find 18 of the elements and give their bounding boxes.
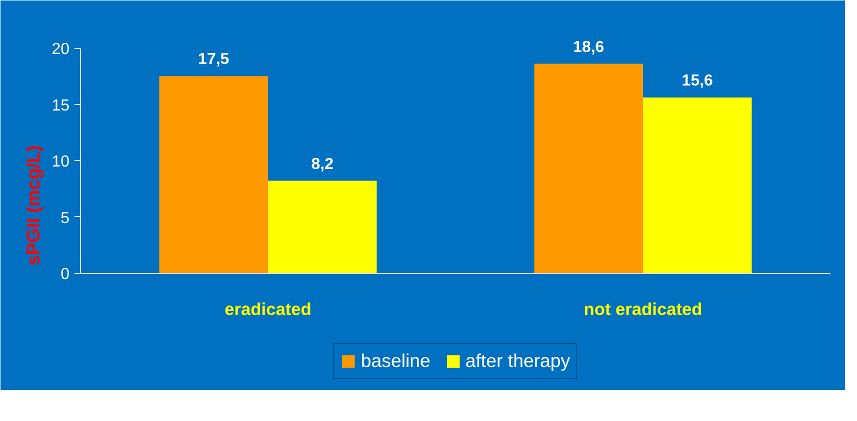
data-label: 18,6 [573, 38, 604, 56]
y-tick-label: 15 [52, 97, 70, 114]
data-label: 17,5 [198, 51, 230, 68]
legend-label: after therapy [465, 350, 570, 372]
x-tick-label: not eradicated [584, 299, 702, 319]
y-axis-title: sPGII (mcg/L) [22, 145, 44, 266]
bar [534, 64, 643, 273]
bar [159, 76, 268, 273]
y-tick-label: 5 [60, 210, 70, 227]
bar [268, 180, 377, 273]
x-tick-label: eradicated [224, 299, 312, 319]
bar [643, 98, 752, 273]
data-label: 15,6 [682, 72, 714, 90]
y-tick-label: 20 [52, 41, 70, 58]
y-tick-label: 0 [60, 266, 70, 283]
data-label: 8,2 [311, 156, 334, 173]
y-tick-label: 10 [52, 154, 70, 170]
legend-label: baseline [360, 350, 430, 372]
